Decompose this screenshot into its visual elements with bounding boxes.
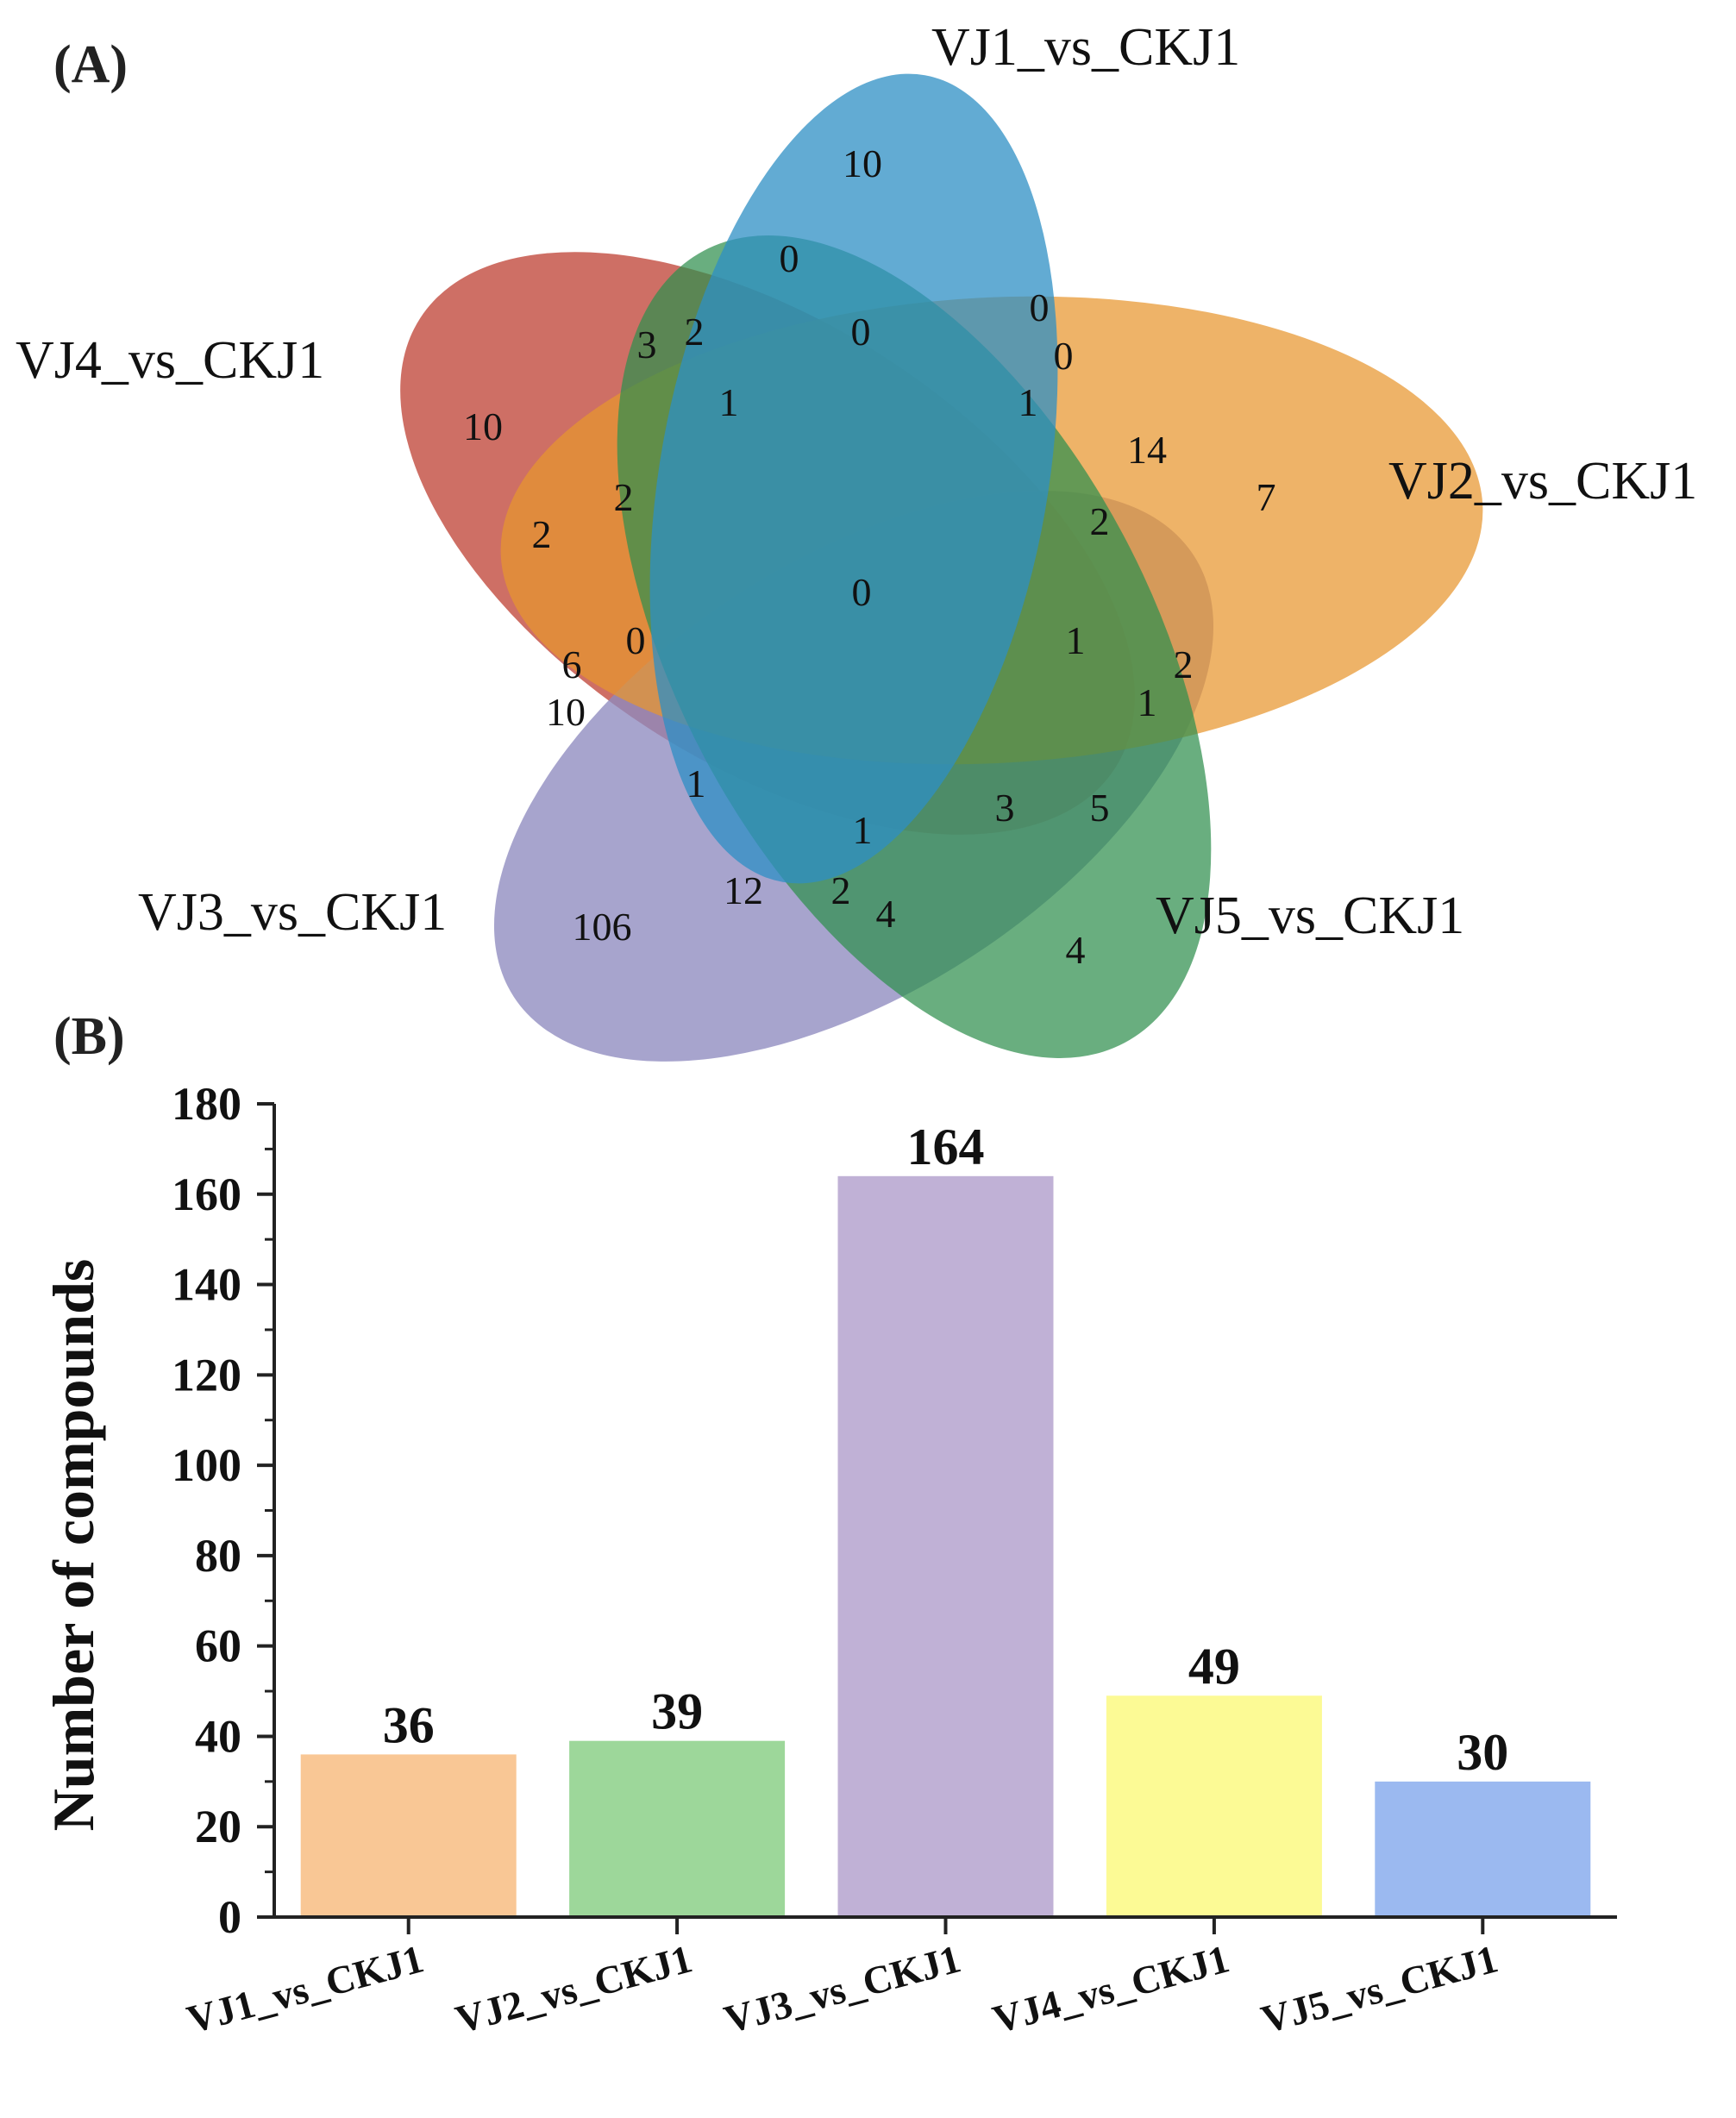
bar xyxy=(569,1740,786,1917)
y-tick-label: 80 xyxy=(195,1530,241,1582)
x-tick-label: VJ2_vs_CKJ1 xyxy=(451,1936,697,2041)
venn-region-value: 12 xyxy=(724,868,763,912)
venn-region-value: 1 xyxy=(1018,380,1038,424)
venn-region-value: 5 xyxy=(1090,786,1110,830)
venn-region-value: 1 xyxy=(686,761,706,805)
venn-region-value: 2 xyxy=(685,310,705,354)
venn-region-value: 2 xyxy=(1090,499,1110,543)
x-tick-label: VJ5_vs_CKJ1 xyxy=(1257,1936,1502,2041)
bar xyxy=(300,1754,517,1917)
bars-group xyxy=(300,1175,1591,1917)
panel-b-label: (B) xyxy=(53,1007,125,1066)
bar-value-labels: 36 39 164 49 30 xyxy=(383,1119,1509,1781)
venn-region-value: 10 xyxy=(463,404,503,448)
venn-region-value: 6 xyxy=(562,642,582,686)
y-tick-label: 0 xyxy=(218,1891,241,1943)
venn-region-value: 7 xyxy=(1257,475,1276,519)
venn-label-vj1: VJ1_vs_CKJ1 xyxy=(931,18,1240,77)
venn-region-value: 0 xyxy=(626,618,646,662)
venn-region-value: 0 xyxy=(851,310,871,354)
y-axis-label: Number of compounds xyxy=(41,1259,106,1832)
y-ticks: 0 20 40 60 80 100 120 140 160 180 xyxy=(172,1078,274,1943)
venn-region-value: 4 xyxy=(876,892,896,936)
venn-region-value: 2 xyxy=(1174,642,1194,686)
venn-region-value: 14 xyxy=(1127,428,1167,472)
y-tick-label: 40 xyxy=(195,1710,241,1762)
venn-region-value: 1 xyxy=(1137,680,1157,724)
y-tick-label: 60 xyxy=(195,1620,241,1672)
x-tick-label: VJ4_vs_CKJ1 xyxy=(988,1936,1234,2041)
venn-region-value: 3 xyxy=(995,786,1015,830)
bar-value-label: 164 xyxy=(907,1119,985,1175)
bar-value-label: 30 xyxy=(1457,1724,1508,1781)
venn-region-value: 1 xyxy=(1066,618,1086,662)
bar xyxy=(837,1175,1054,1917)
venn-region-value: 10 xyxy=(546,690,586,734)
venn-region-value: 106 xyxy=(573,905,632,949)
bar xyxy=(1375,1781,1591,1917)
venn-region-value: 2 xyxy=(614,475,634,519)
venn-region-value: 10 xyxy=(843,141,882,185)
venn-region-value: 0 xyxy=(780,236,799,280)
y-tick-label: 160 xyxy=(172,1169,241,1220)
bar xyxy=(1106,1695,1322,1917)
venn-label-vj5: VJ5_vs_CKJ1 xyxy=(1156,887,1464,945)
venn-diagram: VJ1_vs_CKJ1 VJ2_vs_CKJ1 VJ3_vs_CKJ1 VJ4_… xyxy=(16,18,1697,1062)
panel-a-label: (A) xyxy=(53,35,128,94)
venn-ellipse-vj1 xyxy=(649,73,1058,884)
venn-region-value: 0 xyxy=(1054,334,1074,378)
y-tick-label: 120 xyxy=(172,1349,241,1401)
y-tick-label: 20 xyxy=(195,1801,241,1852)
venn-region-value: 3 xyxy=(637,323,657,367)
venn-region-value: 2 xyxy=(532,512,552,556)
y-tick-label: 100 xyxy=(172,1439,241,1491)
venn-region-value: 2 xyxy=(831,868,851,912)
x-tick-label: VJ3_vs_CKJ1 xyxy=(719,1936,965,2041)
venn-region-value: 1 xyxy=(719,380,739,424)
venn-label-vj3: VJ3_vs_CKJ1 xyxy=(138,883,447,942)
venn-region-value: 1 xyxy=(853,808,873,852)
x-tick-label: VJ1_vs_CKJ1 xyxy=(183,1936,429,2041)
venn-region-value: 0 xyxy=(852,570,872,614)
bar-value-label: 36 xyxy=(383,1696,435,1753)
y-tick-label: 140 xyxy=(172,1259,241,1311)
venn-label-vj2: VJ2_vs_CKJ1 xyxy=(1388,452,1697,511)
bar-chart: 36 39 164 49 30 0 20 40 60 80 100 120 140 160 180 VJ1… xyxy=(41,1078,1617,2041)
bar-value-label: 39 xyxy=(651,1683,703,1740)
venn-label-vj4: VJ4_vs_CKJ1 xyxy=(16,331,324,390)
y-tick-label: 180 xyxy=(172,1078,241,1130)
x-ticks: VJ1_vs_CKJ1 VJ2_vs_CKJ1 VJ3_vs_CKJ1 VJ4_vs_… xyxy=(183,1917,1502,2041)
venn-region-value: 0 xyxy=(1030,285,1050,329)
bar-value-label: 49 xyxy=(1188,1638,1240,1695)
venn-region-value: 4 xyxy=(1066,928,1086,972)
